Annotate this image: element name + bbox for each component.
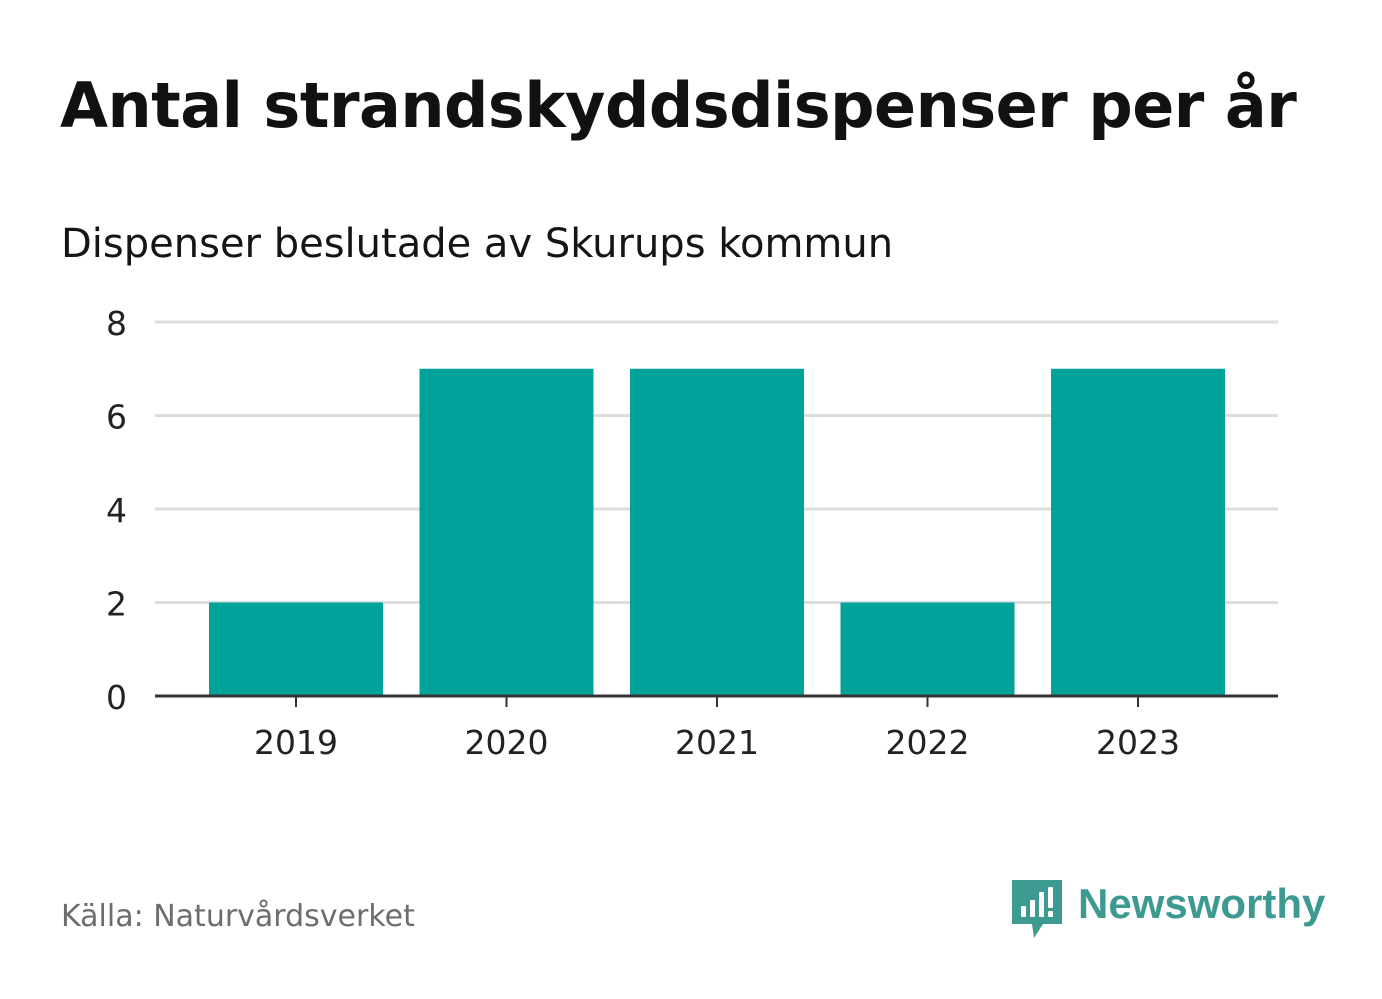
bars (209, 368, 1225, 696)
brand-name: Newsworthy (1078, 880, 1326, 927)
y-tick-label: 0 (106, 678, 127, 717)
axes: 0 2 4 6 8 2019 2020 2021 2022 2023 (106, 304, 1278, 762)
bar-2021 (630, 368, 804, 696)
y-tick-label: 8 (106, 304, 127, 343)
chart-subtitle: Dispenser beslutade av Skurups kommun (61, 221, 894, 267)
bar-2023 (1051, 368, 1225, 696)
y-tick-label: 4 (106, 491, 127, 530)
x-tick-label: 2020 (465, 723, 549, 762)
chart-title: Antal strandskyddsdispenser per år (60, 69, 1297, 142)
x-tick-label: 2019 (254, 723, 338, 762)
bar-2022 (840, 602, 1015, 696)
x-tick-label: 2022 (886, 723, 970, 762)
y-tick-label: 2 (106, 585, 127, 624)
newsworthy-logo-icon (1012, 880, 1062, 938)
bar-2019 (209, 602, 383, 696)
source-note: Källa: Naturvårdsverket (61, 899, 415, 934)
brand-logo: Newsworthy (1010, 876, 1325, 940)
y-tick-label: 6 (106, 398, 127, 437)
x-tick-label: 2023 (1096, 723, 1180, 762)
x-tick-label: 2021 (675, 723, 759, 762)
bar-2020 (419, 368, 594, 696)
